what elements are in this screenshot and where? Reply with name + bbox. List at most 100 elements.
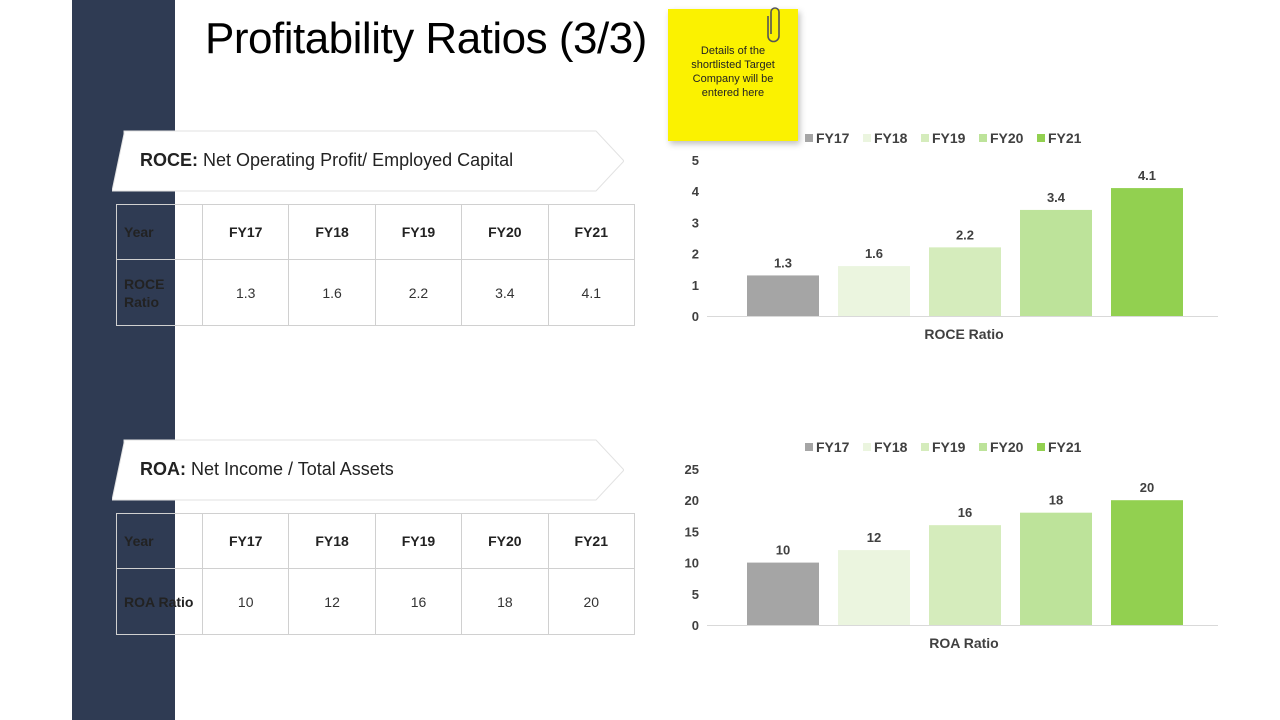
table-header-cell: FY21 [547, 513, 636, 569]
y-tick-label: 3 [692, 215, 699, 230]
roce-banner: ROCE: Net Operating Profit/ Employed Cap… [112, 130, 624, 192]
page-title: Profitability Ratios (3/3) [205, 14, 647, 63]
table-cell: 18 [461, 568, 549, 635]
bar-fy18 [838, 550, 910, 625]
y-tick-label: 10 [685, 556, 699, 571]
legend-swatch [979, 134, 987, 142]
table-cell: 10 [201, 568, 290, 635]
legend-label: FY19 [932, 439, 966, 455]
paperclip-icon [767, 7, 780, 43]
data-label: 4.1 [1138, 168, 1156, 183]
table-header-label: Year [116, 513, 203, 569]
legend-label: FY21 [1048, 439, 1082, 455]
legend-swatch [921, 134, 929, 142]
table-header-cell: FY18 [288, 513, 376, 569]
roa-banner-abbr: ROA: [140, 459, 186, 479]
data-label: 3.4 [1047, 190, 1066, 205]
table-cell: 1.6 [288, 259, 376, 326]
legend-label: FY20 [990, 130, 1024, 146]
y-tick-label: 1 [692, 278, 699, 293]
legend-swatch [863, 443, 871, 451]
roce-banner-text: ROCE: Net Operating Profit/ Employed Cap… [140, 150, 513, 171]
table-row: ROCE Ratio 1.3 1.6 2.2 3.4 4.1 [116, 259, 636, 326]
roa-table: Year FY17 FY18 FY19 FY20 FY21 ROA Ratio … [116, 513, 636, 635]
data-label: 18 [1049, 493, 1063, 508]
table-cell: 16 [374, 568, 463, 635]
table-cell: 3.4 [461, 259, 549, 326]
roa-banner-text: ROA: Net Income / Total Assets [140, 459, 394, 480]
table-header-cell: FY21 [547, 204, 636, 260]
y-tick-label: 5 [692, 587, 699, 602]
legend-label: FY18 [874, 130, 908, 146]
y-tick-label: 25 [685, 462, 699, 477]
data-label: 20 [1140, 480, 1154, 495]
legend-swatch [805, 134, 813, 142]
y-tick-label: 2 [692, 247, 699, 262]
x-axis-label: ROA Ratio [929, 635, 998, 651]
y-tick-label: 0 [692, 309, 699, 324]
table-header-cell: FY19 [374, 204, 463, 260]
x-axis-label: ROCE Ratio [924, 326, 1003, 342]
table-cell: 12 [288, 568, 376, 635]
bar-fy20 [1020, 512, 1092, 625]
data-label: 1.6 [865, 246, 883, 261]
roce-table: Year FY17 FY18 FY19 FY20 FY21 ROCE Ratio… [116, 204, 636, 326]
roce-bar-chart: FY17 FY18 FY19 FY20 FY21 0 1 2 3 4 5 1.3 1.6 2.2 3.4 4.… [662, 120, 1230, 360]
legend-label: FY18 [874, 439, 908, 455]
table-cell: 1.3 [201, 259, 290, 326]
table-row-label: ROA Ratio [116, 568, 203, 635]
legend-label: FY17 [816, 130, 850, 146]
legend-swatch [1037, 134, 1045, 142]
roa-banner: ROA: Net Income / Total Assets [112, 439, 624, 501]
legend-swatch [921, 443, 929, 451]
bar-fy19 [929, 525, 1001, 625]
table-cell: 2.2 [374, 259, 463, 326]
roa-bar-chart: FY17 FY18 FY19 FY20 FY21 0 5 10 15 20 25 10 12 16 18 20… [662, 429, 1230, 669]
table-header-row: Year FY17 FY18 FY19 FY20 FY21 [116, 204, 636, 260]
data-label: 16 [958, 505, 972, 520]
table-header-cell: FY17 [201, 204, 290, 260]
roce-chart-svg: FY17 FY18 FY19 FY20 FY21 0 1 2 3 4 5 1.3 1.6 2.2 3.4 4.… [692, 130, 1218, 342]
legend-label: FY19 [932, 130, 966, 146]
legend-label: FY20 [990, 439, 1024, 455]
legend-swatch [863, 134, 871, 142]
data-label: 2.2 [956, 227, 974, 242]
roce-banner-desc: Net Operating Profit/ Employed Capital [198, 150, 514, 170]
legend-label: FY17 [816, 439, 850, 455]
y-tick-label: 15 [685, 524, 699, 539]
data-label: 12 [867, 530, 881, 545]
bar-fy20 [1020, 209, 1092, 316]
bar-fy17 [747, 562, 819, 625]
sticky-note: Details of the shortlisted Target Compan… [668, 7, 798, 141]
table-header-cell: FY20 [461, 204, 549, 260]
roa-banner-desc: Net Income / Total Assets [186, 459, 394, 479]
table-row: ROA Ratio 10 12 16 18 20 [116, 568, 636, 635]
y-tick-label: 20 [685, 493, 699, 508]
bar-fy21 [1111, 188, 1183, 316]
table-header-cell: FY20 [461, 513, 549, 569]
table-cell: 20 [547, 568, 636, 635]
table-cell: 4.1 [547, 259, 636, 326]
table-header-cell: FY17 [201, 513, 290, 569]
bar-fy18 [838, 266, 910, 316]
legend-swatch [979, 443, 987, 451]
table-header-row: Year FY17 FY18 FY19 FY20 FY21 [116, 513, 636, 569]
table-header-cell: FY18 [288, 204, 376, 260]
bar-fy19 [929, 247, 1001, 316]
roa-chart-svg: FY17 FY18 FY19 FY20 FY21 0 5 10 15 20 25 10 12 16 18 20… [685, 439, 1218, 651]
table-header-label: Year [116, 204, 203, 260]
data-label: 1.3 [774, 255, 792, 270]
bar-fy21 [1111, 500, 1183, 625]
legend-swatch [1037, 443, 1045, 451]
y-tick-label: 5 [692, 153, 699, 168]
y-tick-label: 0 [692, 618, 699, 633]
sticky-note-text: Details of the shortlisted Target Compan… [691, 45, 775, 99]
data-label: 10 [776, 543, 790, 558]
table-header-cell: FY19 [374, 513, 463, 569]
bar-fy17 [747, 275, 819, 316]
y-tick-label: 4 [692, 184, 700, 199]
legend-swatch [805, 443, 813, 451]
table-row-label: ROCE Ratio [116, 259, 203, 326]
roce-banner-abbr: ROCE: [140, 150, 198, 170]
legend-label: FY21 [1048, 130, 1082, 146]
